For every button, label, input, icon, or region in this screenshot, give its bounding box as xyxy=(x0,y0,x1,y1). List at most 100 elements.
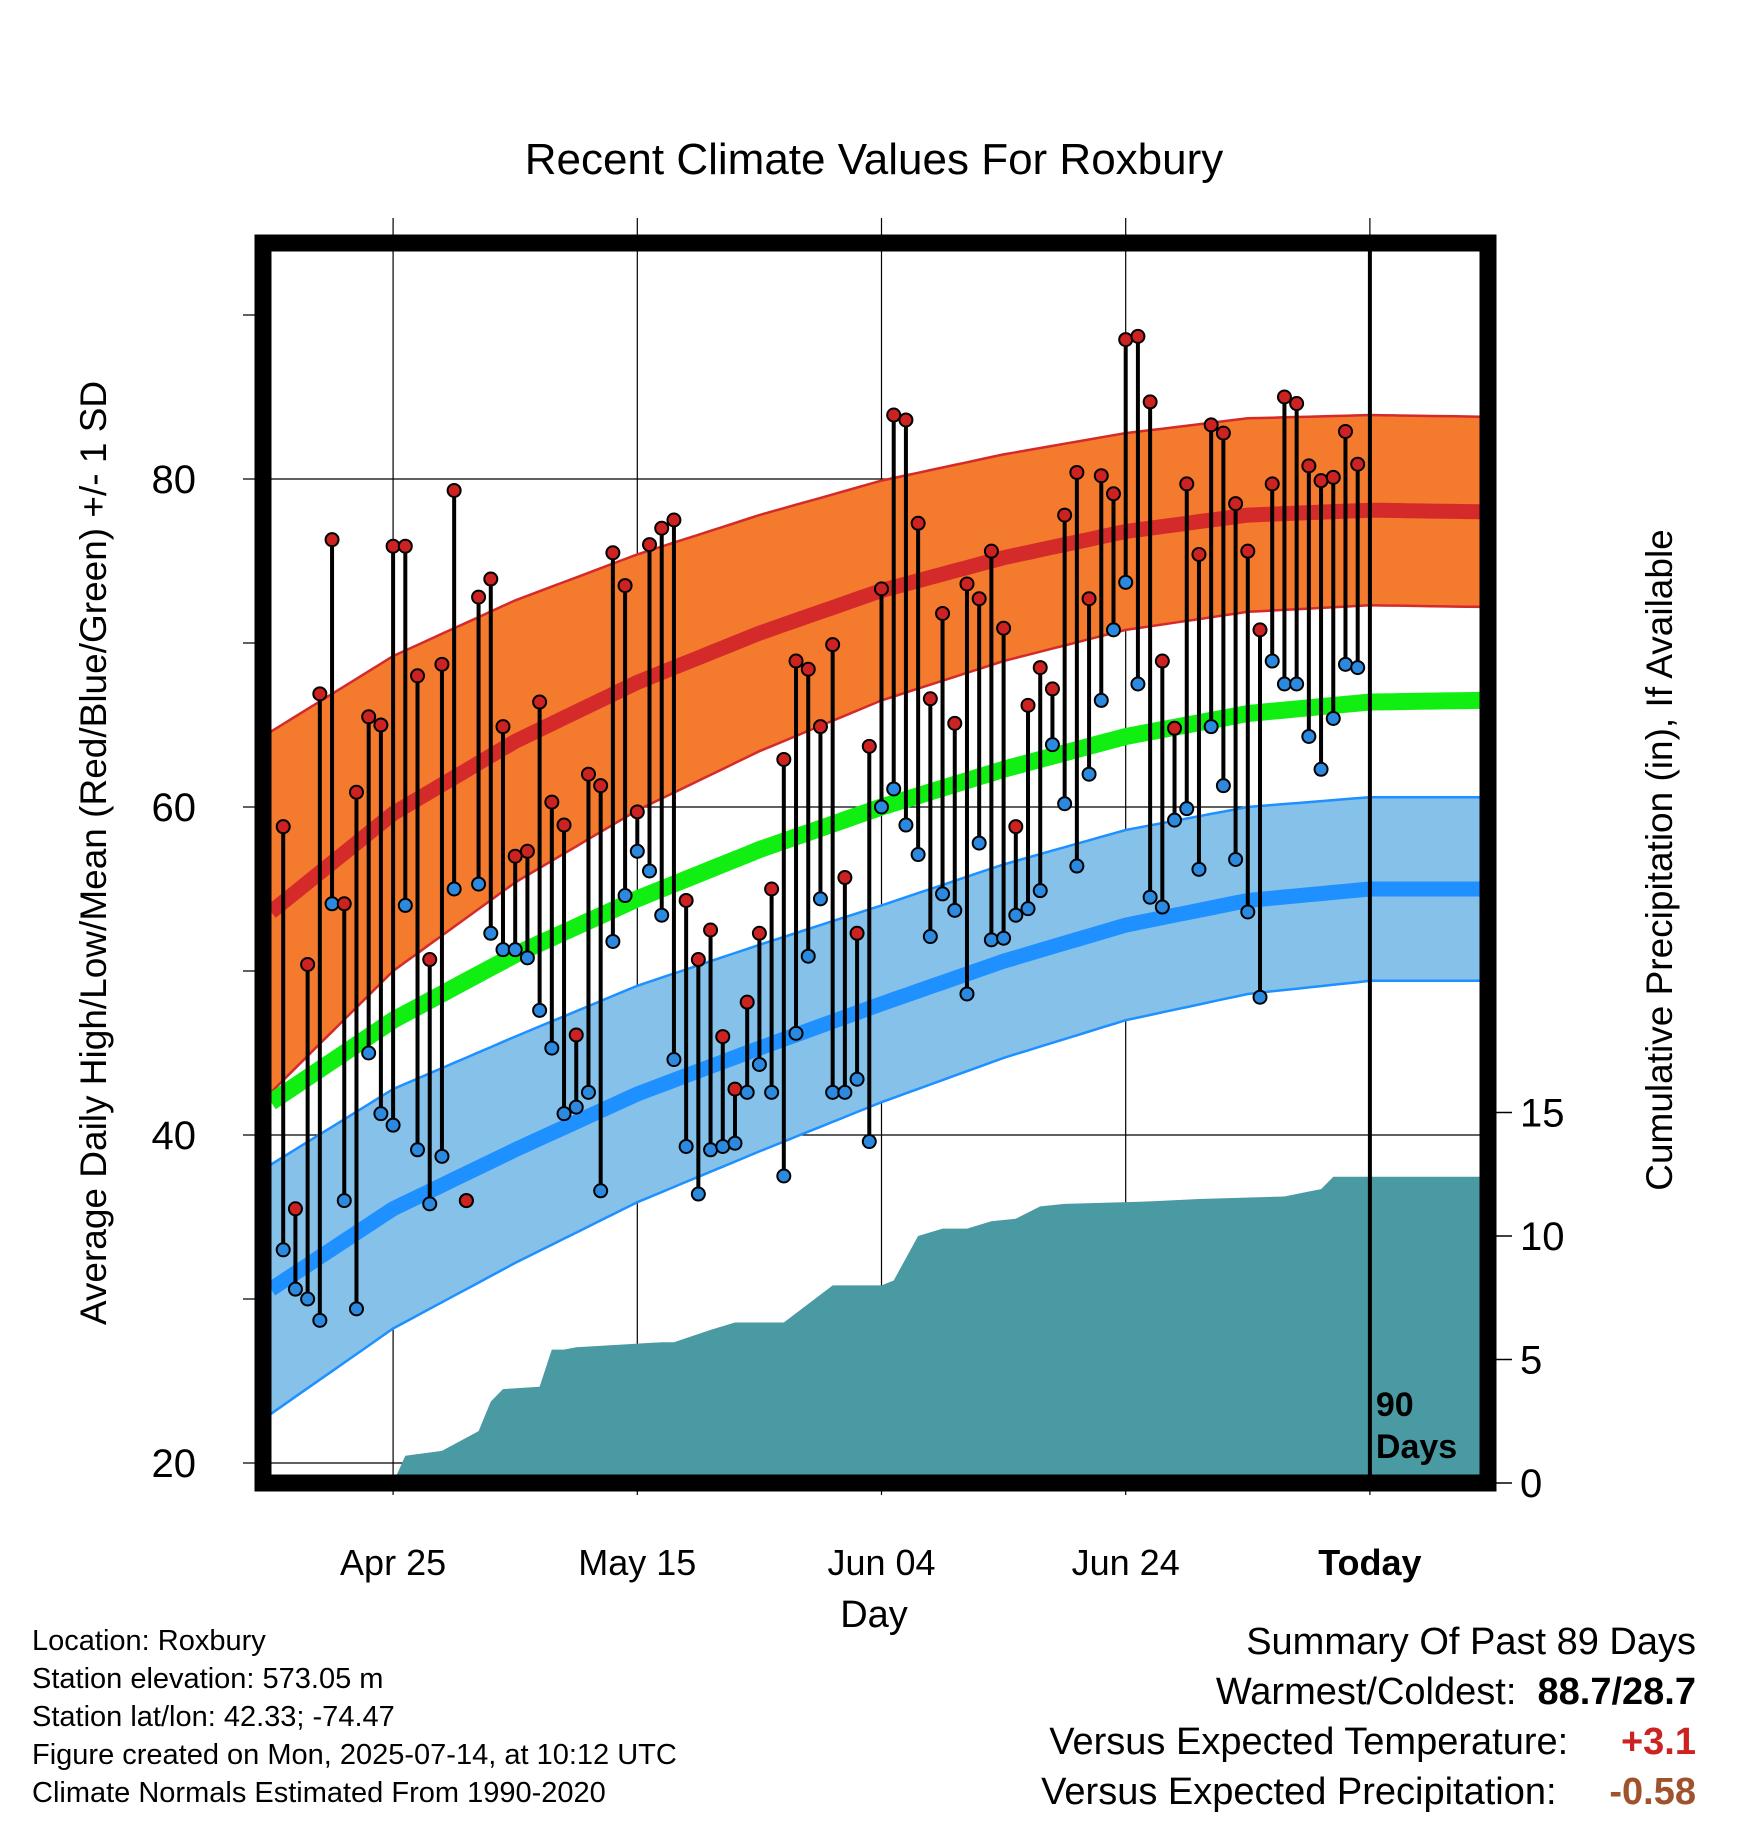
daily-high-point xyxy=(397,538,413,554)
daily-low-point xyxy=(422,1196,438,1212)
x-tick-label: Apr 25 xyxy=(340,1542,446,1583)
daily-high-point xyxy=(556,817,572,833)
daily-high-point xyxy=(886,407,902,423)
daily-high-point xyxy=(1081,591,1097,607)
daily-low-point xyxy=(385,1117,401,1133)
daily-low-point xyxy=(629,843,645,859)
daily-low-point xyxy=(910,847,926,863)
y2-tick-label: 5 xyxy=(1520,1339,1542,1383)
low-sd-lower-edge xyxy=(270,979,1480,1415)
normals-line: Climate Normals Estimated From 1990-2020 xyxy=(32,1777,606,1809)
daily-high-point xyxy=(1118,332,1134,348)
warm-cold-value: 88.7/28.7 xyxy=(1537,1671,1696,1713)
daily-high-point xyxy=(507,848,523,864)
daily-low-point xyxy=(800,948,816,964)
daily-high-point xyxy=(446,482,462,498)
daily-high-point xyxy=(629,804,645,820)
daily-low-point xyxy=(715,1138,731,1154)
daily-low-point xyxy=(1142,889,1158,905)
location-line: Location: Roxbury xyxy=(32,1625,266,1657)
daily-high-point xyxy=(495,719,511,735)
y-tick-label: 40 xyxy=(152,1114,197,1158)
high-sd-upper-edge xyxy=(270,413,1480,733)
daily-high-point xyxy=(1154,653,1170,669)
daily-low-point xyxy=(1203,719,1219,735)
y2-tick-label: 0 xyxy=(1520,1462,1542,1506)
daily-high-point xyxy=(800,661,816,677)
daily-low-point xyxy=(1105,622,1121,638)
daily-low-point xyxy=(336,1193,352,1209)
high-sd-lower-edge xyxy=(270,604,1480,1094)
plot-frame xyxy=(254,234,1497,1492)
daily-high-point xyxy=(1057,507,1073,523)
y2-axis-label: Cumulative Precipitation (in), If Availa… xyxy=(1639,529,1680,1191)
location-info: Location: Roxbury Station elevation: 573… xyxy=(32,1622,677,1812)
daily-high-point xyxy=(959,576,975,592)
daily-high-point xyxy=(580,766,596,782)
daily-low-point xyxy=(397,897,413,913)
daily-low-point xyxy=(971,835,987,851)
daily-high-point xyxy=(1105,486,1121,502)
daily-high-point xyxy=(1276,389,1292,405)
daily-high-point xyxy=(1032,660,1048,676)
daily-high-point xyxy=(1325,469,1341,485)
daily-low-point xyxy=(593,1183,609,1199)
daily-low-point xyxy=(1044,737,1060,753)
daily-low-point xyxy=(703,1142,719,1158)
daily-low-point xyxy=(495,942,511,958)
daily-high-point xyxy=(849,925,865,941)
daily-high-point xyxy=(898,412,914,428)
daily-low-point xyxy=(751,1056,767,1072)
daily-high-point xyxy=(410,668,426,684)
x-tick-label: Today xyxy=(1318,1542,1421,1583)
summary-title: Summary Of Past 89 Days xyxy=(1246,1621,1696,1663)
temp-row: Versus Expected Temperature: +3.1 xyxy=(1041,1717,1696,1767)
daily-low-point xyxy=(544,1040,560,1056)
daily-high-point xyxy=(703,922,719,938)
temp-value: +3.1 xyxy=(1620,1721,1696,1763)
daily-low-point xyxy=(1350,660,1366,676)
daily-high-point xyxy=(1130,328,1146,344)
y2-tick-label: 15 xyxy=(1520,1092,1565,1136)
daily-low-point xyxy=(678,1138,694,1154)
x-tick-label: May 15 xyxy=(578,1542,696,1583)
daily-low-point xyxy=(1215,778,1231,794)
daily-low-point xyxy=(519,950,535,966)
created-line: Figure created on Mon, 2025-07-14, at 10… xyxy=(32,1739,677,1771)
daily-high-point xyxy=(788,653,804,669)
daily-low-point xyxy=(874,799,889,815)
daily-low-point xyxy=(947,902,963,918)
daily-high-point xyxy=(458,1193,474,1209)
daily-high-point xyxy=(1240,543,1256,559)
daily-low-point xyxy=(410,1142,426,1158)
daily-high-point xyxy=(666,512,682,528)
daily-low-point xyxy=(1191,861,1207,877)
daily-high-point xyxy=(483,571,499,587)
daily-high-point xyxy=(654,520,670,536)
daily-low-point xyxy=(1118,574,1134,590)
precip-label: Versus Expected Precipitation: xyxy=(1041,1771,1557,1813)
daily-low-point xyxy=(1154,899,1170,915)
normal-low-line xyxy=(266,881,1480,1296)
daily-high-point xyxy=(1203,417,1219,433)
x-tick-label: Jun 24 xyxy=(1072,1542,1180,1583)
daily-high-point xyxy=(874,581,889,597)
daily-high-point xyxy=(1020,697,1036,713)
chart-title: Recent Climate Values For Roxbury xyxy=(525,135,1224,184)
daily-low-point xyxy=(764,1084,780,1100)
daily-high-point xyxy=(739,994,755,1010)
daily-high-point xyxy=(642,537,658,553)
daily-high-point xyxy=(1350,456,1366,472)
daily-high-point xyxy=(348,784,364,800)
daily-high-point xyxy=(727,1081,743,1097)
daily-high-point xyxy=(422,952,438,968)
daily-high-point xyxy=(1264,476,1280,492)
daily-low-point xyxy=(1167,812,1183,828)
daily-high-point xyxy=(373,717,389,733)
daily-low-point xyxy=(361,1045,377,1061)
daily-low-point xyxy=(666,1052,682,1068)
daily-high-point xyxy=(471,589,487,605)
daily-high-point xyxy=(812,719,828,735)
daily-high-point xyxy=(861,738,877,754)
daily-low-point xyxy=(1264,653,1280,669)
